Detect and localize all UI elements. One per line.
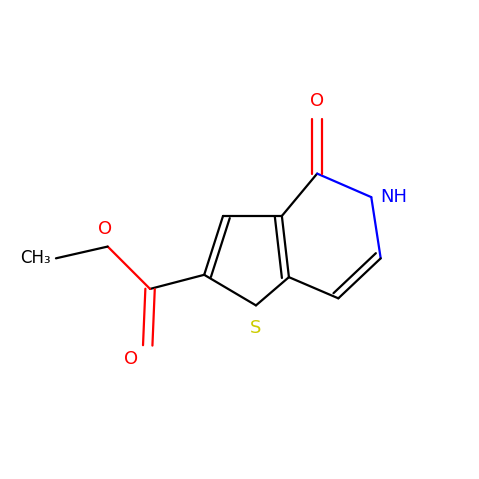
Text: CH₃: CH₃ xyxy=(21,250,51,267)
Text: O: O xyxy=(98,220,113,238)
Text: S: S xyxy=(251,319,262,337)
Text: O: O xyxy=(124,350,138,368)
Text: NH: NH xyxy=(380,188,407,206)
Text: O: O xyxy=(310,92,324,110)
